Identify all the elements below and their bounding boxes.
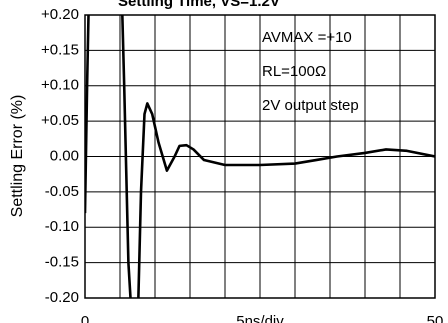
x-axis-label: 5ns/div <box>236 313 284 323</box>
y-tick-label: -0.20 <box>45 289 79 306</box>
y-tick-label: 0.00 <box>50 147 79 164</box>
y-tick-label: +0.10 <box>41 77 79 94</box>
y-axis-label: Settling Error (%) <box>9 95 26 218</box>
y-tick-label: -0.10 <box>45 218 79 235</box>
x-tick-label: 0 <box>81 313 89 323</box>
y-tick-label: -0.15 <box>45 254 79 271</box>
x-tick-label: 50 <box>427 313 444 323</box>
y-tick-label: -0.05 <box>45 183 79 200</box>
chart-title: Settling Time, VS=1.2V <box>118 0 280 10</box>
y-tick-label: +0.05 <box>41 112 79 129</box>
data-line <box>85 15 435 298</box>
annotation: RL=100Ω <box>262 63 326 80</box>
annotation: 2V output step <box>262 97 359 114</box>
y-tick-label: +0.15 <box>41 41 79 58</box>
annotation: AVMAX =+10 <box>262 29 352 46</box>
y-tick-label: +0.20 <box>41 6 79 23</box>
